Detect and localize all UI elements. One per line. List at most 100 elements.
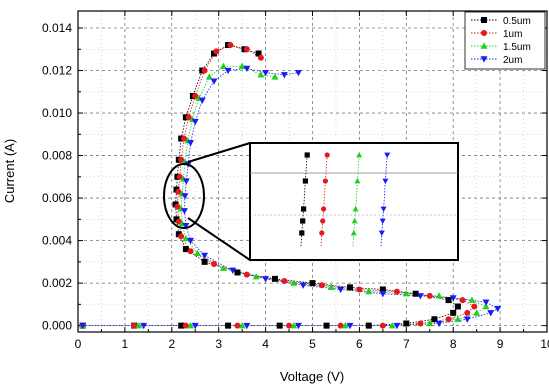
point-0.5um bbox=[211, 50, 218, 57]
point-0.5um bbox=[182, 246, 189, 253]
point-1um bbox=[243, 46, 250, 53]
x-tick-label: 3 bbox=[215, 337, 222, 351]
point-2um bbox=[243, 322, 251, 330]
series-points bbox=[79, 42, 502, 330]
point-2um bbox=[79, 322, 87, 330]
point-2um bbox=[262, 276, 270, 283]
inset-point-1.5um bbox=[356, 151, 363, 158]
point-0.5um bbox=[173, 216, 180, 223]
point-0.5um bbox=[450, 309, 457, 316]
point-1um bbox=[356, 286, 363, 293]
point-0.5um bbox=[365, 322, 372, 329]
point-0.5um bbox=[454, 303, 461, 310]
point-1um bbox=[393, 288, 400, 295]
point-0.5um bbox=[309, 280, 316, 287]
inset-box bbox=[249, 142, 459, 261]
y-tick-label: 0.014 bbox=[42, 21, 72, 35]
point-2um bbox=[182, 223, 190, 230]
legend-label-2um: 2um bbox=[503, 55, 522, 66]
point-0.5um bbox=[445, 297, 452, 304]
point-0.5um bbox=[225, 322, 232, 329]
point-2um bbox=[198, 97, 206, 104]
point-1um bbox=[459, 297, 466, 304]
inset-point-2um bbox=[384, 152, 391, 159]
inset-point-0.5um bbox=[302, 178, 308, 184]
y-tick-label: 0.002 bbox=[42, 276, 72, 290]
point-2um bbox=[191, 118, 199, 126]
inset-point-0.5um bbox=[301, 206, 307, 212]
point-2um bbox=[337, 286, 345, 294]
point-1.5um bbox=[290, 322, 298, 329]
point-1.5um bbox=[435, 292, 443, 299]
x-tick-label: 7 bbox=[403, 337, 410, 351]
point-2um bbox=[181, 193, 189, 200]
point-2um bbox=[379, 291, 387, 298]
x-tick-label: 5 bbox=[309, 337, 316, 351]
point-1.5um bbox=[194, 249, 202, 257]
point-2um bbox=[299, 282, 307, 289]
inset-point-1um bbox=[322, 178, 328, 184]
point-1.5um bbox=[257, 71, 265, 78]
legend-label-1um: 1um bbox=[503, 29, 522, 40]
point-1um bbox=[234, 322, 241, 329]
point-1um bbox=[182, 322, 189, 329]
inset-content bbox=[250, 151, 458, 248]
point-0.5um bbox=[412, 290, 419, 297]
point-1um bbox=[337, 322, 344, 329]
point-2um bbox=[346, 322, 354, 330]
point-1.5um bbox=[182, 234, 190, 242]
point-1um bbox=[178, 156, 185, 163]
y-axis-ticks: 0.000 0.002 0.004 0.006 0.008 0.010 0.012 0.014 bbox=[42, 21, 547, 333]
point-2um bbox=[140, 322, 148, 330]
inset-point-1.5um bbox=[351, 217, 358, 224]
point-2um bbox=[494, 305, 502, 313]
point-0.5um bbox=[403, 320, 410, 327]
point-2um bbox=[243, 65, 251, 72]
point-1um bbox=[174, 203, 181, 210]
inset-point-1.5um bbox=[354, 177, 361, 184]
legend: 0.5um 1um 1.5um 2um bbox=[464, 11, 546, 70]
point-2um bbox=[181, 208, 188, 215]
inset-point-1um bbox=[321, 206, 327, 212]
point-1um bbox=[185, 114, 192, 121]
inset-point-0.5um bbox=[300, 218, 306, 224]
legend-marker-0.5um bbox=[481, 17, 487, 23]
point-0.5um bbox=[323, 322, 330, 329]
point-2um bbox=[262, 69, 270, 77]
point-1.5um bbox=[238, 322, 246, 329]
point-1um bbox=[131, 322, 138, 329]
x-tick-label: 8 bbox=[450, 337, 457, 351]
point-0.5um bbox=[178, 322, 185, 329]
point-2um bbox=[187, 237, 195, 245]
point-1um bbox=[187, 248, 194, 255]
point-1um bbox=[417, 320, 424, 327]
point-1.5um bbox=[402, 290, 410, 297]
point-2um bbox=[463, 316, 471, 323]
point-2um bbox=[280, 72, 288, 79]
point-1.5um bbox=[327, 283, 335, 291]
inset-point-1.5um bbox=[352, 205, 359, 212]
point-1um bbox=[281, 277, 288, 284]
point-2um bbox=[435, 320, 443, 328]
point-1um bbox=[175, 218, 182, 225]
series-line-2um bbox=[82, 67, 499, 326]
plot-frame bbox=[77, 10, 548, 333]
x-axis-title: Voltage (V) bbox=[280, 369, 344, 384]
point-1.5um bbox=[365, 288, 373, 295]
point-2um bbox=[294, 322, 302, 330]
inset-zoom bbox=[163, 142, 459, 261]
legend-marker-1um bbox=[481, 30, 487, 36]
x-tick-label: 2 bbox=[168, 337, 175, 351]
point-1.5um bbox=[271, 73, 279, 80]
point-2um bbox=[449, 295, 457, 302]
point-2um bbox=[229, 267, 237, 274]
point-2um bbox=[393, 322, 401, 330]
inset-point-2um bbox=[379, 218, 386, 225]
point-1um bbox=[201, 67, 208, 74]
point-1.5um bbox=[219, 264, 227, 271]
point-0.5um bbox=[201, 258, 208, 265]
x-tick-label: 9 bbox=[497, 337, 504, 351]
inset-point-2um bbox=[380, 206, 387, 213]
point-1um bbox=[243, 271, 250, 278]
